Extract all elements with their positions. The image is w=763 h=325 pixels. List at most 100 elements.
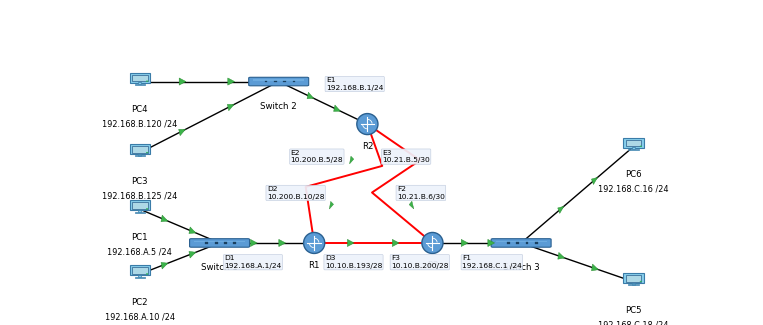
Text: PC6: PC6 <box>625 170 642 179</box>
Bar <box>535 242 538 244</box>
Circle shape <box>146 152 148 153</box>
Text: PC5: PC5 <box>625 306 642 315</box>
Polygon shape <box>189 251 196 258</box>
Bar <box>214 242 217 244</box>
Text: PC2: PC2 <box>131 298 148 307</box>
Polygon shape <box>591 177 597 185</box>
Bar <box>292 81 295 82</box>
FancyBboxPatch shape <box>189 239 250 247</box>
Circle shape <box>146 81 148 82</box>
Polygon shape <box>161 262 168 269</box>
Polygon shape <box>488 239 494 247</box>
Text: R1: R1 <box>308 261 320 270</box>
Bar <box>632 148 635 150</box>
Bar <box>507 242 510 244</box>
Bar <box>265 81 267 82</box>
Polygon shape <box>333 105 340 111</box>
Polygon shape <box>250 239 257 247</box>
Text: D3
10.10.B.193/28: D3 10.10.B.193/28 <box>325 255 382 269</box>
Bar <box>134 84 145 85</box>
FancyBboxPatch shape <box>491 239 551 247</box>
FancyBboxPatch shape <box>623 273 644 283</box>
Text: PC1: PC1 <box>131 233 148 242</box>
Ellipse shape <box>304 232 325 254</box>
Polygon shape <box>227 104 234 111</box>
Bar <box>194 240 245 242</box>
Polygon shape <box>161 215 168 222</box>
Text: Switch 1: Switch 1 <box>201 264 238 272</box>
Text: D1
192.168.A.1/24: D1 192.168.A.1/24 <box>224 255 282 269</box>
Bar <box>496 240 546 242</box>
Text: 192.168.C.16 /24: 192.168.C.16 /24 <box>598 185 669 194</box>
Circle shape <box>640 146 642 147</box>
FancyBboxPatch shape <box>130 72 150 83</box>
Bar <box>138 82 141 84</box>
Bar <box>283 81 286 82</box>
Polygon shape <box>349 156 354 164</box>
Bar <box>134 155 145 156</box>
Bar <box>132 74 148 81</box>
FancyBboxPatch shape <box>130 265 150 275</box>
Text: PC3: PC3 <box>131 177 148 186</box>
Text: E3
10.21.B.5/30: E3 10.21.B.5/30 <box>382 150 430 163</box>
Circle shape <box>146 208 148 209</box>
Polygon shape <box>392 239 399 247</box>
Text: F1
192.168.C.1 /24: F1 192.168.C.1 /24 <box>462 255 522 269</box>
Polygon shape <box>179 129 185 136</box>
Text: D2
10.200.B.10/28: D2 10.200.B.10/28 <box>267 186 324 200</box>
Bar <box>205 242 208 244</box>
Text: 192.168.A.5 /24: 192.168.A.5 /24 <box>108 247 172 256</box>
Bar <box>274 81 277 82</box>
Polygon shape <box>307 92 314 99</box>
Bar <box>132 202 148 209</box>
Bar <box>224 242 227 244</box>
Polygon shape <box>228 78 234 85</box>
Text: Switch 3: Switch 3 <box>503 264 539 272</box>
Polygon shape <box>179 78 186 85</box>
Polygon shape <box>189 227 196 234</box>
Bar <box>134 277 145 278</box>
Text: 192.168.B.125 /24: 192.168.B.125 /24 <box>102 191 178 200</box>
FancyBboxPatch shape <box>249 77 309 86</box>
Polygon shape <box>558 253 565 259</box>
Bar <box>629 284 639 285</box>
Text: R2: R2 <box>362 142 373 151</box>
Text: R3: R3 <box>427 261 438 270</box>
Polygon shape <box>591 264 598 271</box>
Text: PC4: PC4 <box>131 105 148 114</box>
Polygon shape <box>409 201 414 209</box>
Bar <box>138 210 141 212</box>
Bar <box>138 154 141 156</box>
Bar <box>132 146 148 153</box>
Text: E2
10.200.B.5/28: E2 10.200.B.5/28 <box>291 150 343 163</box>
FancyBboxPatch shape <box>130 200 150 210</box>
Polygon shape <box>461 239 468 247</box>
Bar <box>629 149 639 150</box>
Bar <box>632 282 635 285</box>
Ellipse shape <box>357 113 378 135</box>
Polygon shape <box>558 206 564 214</box>
Text: Switch 2: Switch 2 <box>260 102 297 111</box>
Bar <box>253 79 304 81</box>
FancyBboxPatch shape <box>130 144 150 154</box>
Bar <box>626 140 642 146</box>
Polygon shape <box>278 239 285 247</box>
Bar <box>132 267 148 274</box>
Text: 192.168.C.18 /24: 192.168.C.18 /24 <box>598 320 668 325</box>
Text: F2
10.21.B.6/30: F2 10.21.B.6/30 <box>397 186 445 200</box>
Polygon shape <box>385 156 389 164</box>
Bar <box>138 275 141 277</box>
Polygon shape <box>330 202 333 209</box>
Text: 192.168.A.10 /24: 192.168.A.10 /24 <box>105 313 175 321</box>
FancyBboxPatch shape <box>623 137 644 148</box>
Bar <box>134 212 145 213</box>
Text: F3
10.10.B.200/28: F3 10.10.B.200/28 <box>391 255 449 269</box>
Ellipse shape <box>422 232 443 254</box>
Text: 192.168.B.120 /24: 192.168.B.120 /24 <box>102 120 178 129</box>
Circle shape <box>640 281 642 282</box>
Text: E1
192.168.B.1/24: E1 192.168.B.1/24 <box>326 77 383 91</box>
Bar <box>526 242 529 244</box>
Polygon shape <box>347 239 354 247</box>
Bar <box>626 275 642 281</box>
Bar <box>233 242 237 244</box>
